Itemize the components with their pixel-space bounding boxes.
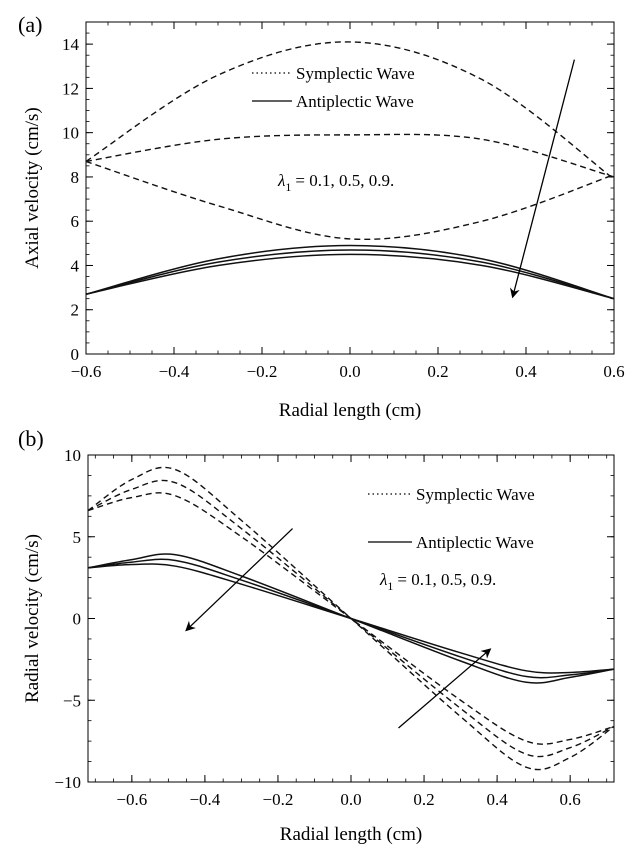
panel-label: (a) [18, 12, 42, 37]
y-tick-label: 14 [62, 35, 80, 54]
lambda-annotation: λ1 = 0.1, 0.5, 0.9. [379, 570, 496, 593]
legend-label-symplectic: Symplectic Wave [416, 485, 535, 504]
lambda-values: = 0.1, 0.5, 0.9. [397, 570, 496, 589]
x-tick-label: −0.2 [263, 790, 294, 809]
legend-label-antiplectic: Antiplectic Wave [296, 92, 414, 111]
x-tick-label: 0.2 [413, 790, 434, 809]
y-axis-title: Axial velocity (cm/s) [22, 107, 43, 268]
trend-arrow [398, 648, 492, 729]
y-tick-label: 5 [73, 528, 82, 547]
lambda-annotation: λ1 = 0.1, 0.5, 0.9. [277, 171, 394, 194]
legend-label-symplectic: Symplectic Wave [296, 64, 415, 83]
y-tick-label: 2 [71, 301, 80, 320]
legend: Symplectic Wave Antiplectic Wave [368, 485, 535, 552]
antiplectic-curve-3 [87, 563, 615, 674]
x-tick-label: 0.2 [427, 362, 448, 381]
symplectic-curve-2 [87, 479, 615, 758]
x-tick-label: 0.0 [340, 790, 361, 809]
x-tick-label: −0.6 [71, 362, 102, 381]
panel-label: (b) [18, 426, 44, 451]
x-tick-label: −0.4 [159, 362, 190, 381]
x-tick-label: 0.4 [486, 790, 508, 809]
x-tick-label: −0.4 [189, 790, 220, 809]
y-tick-label: 6 [71, 212, 80, 231]
legend-label-antiplectic: Antiplectic Wave [416, 533, 534, 552]
lambda-symbol: λ [379, 570, 387, 589]
x-tick-label: −0.6 [116, 790, 147, 809]
lambda-subscript: 1 [387, 579, 393, 593]
y-tick-label: 8 [71, 168, 80, 187]
y-tick-label: 12 [62, 79, 79, 98]
y-tick-label: 0 [73, 610, 82, 629]
x-tick-label: 0.6 [560, 790, 581, 809]
x-tick-label: 0.6 [603, 362, 624, 381]
lambda-symbol: λ [277, 171, 285, 190]
y-axis-title: Radial velocity (cm/s) [22, 534, 43, 703]
antiplectic-curve-3 [85, 253, 615, 300]
x-axis-title: Radial length (cm) [279, 400, 421, 421]
x-tick-label: 0.0 [339, 362, 360, 381]
trend-arrow [185, 528, 294, 632]
legend: Symplectic Wave Antiplectic Wave [252, 64, 415, 111]
symplectic-curve-3 [85, 160, 615, 241]
y-tick-label: 10 [62, 124, 79, 143]
y-tick-label: −5 [63, 691, 81, 710]
lambda-values: = 0.1, 0.5, 0.9. [295, 171, 394, 190]
y-tick-label: −10 [54, 773, 81, 792]
symplectic-curve-1 [85, 41, 615, 180]
y-tick-label: 4 [71, 256, 80, 275]
y-tick-label: 10 [64, 446, 81, 465]
x-axis-title: Radial length (cm) [280, 824, 422, 845]
panel-b: −0.6 −0.4 −0.2 0.0 0.2 0.4 0.6 −10 −5 0 5 10 Symplec… [18, 426, 615, 845]
antiplectic-curve-2 [85, 249, 615, 300]
antiplectic-curve-1 [85, 244, 615, 300]
panel-a: −0.6 −0.4 −0.2 0.0 0.2 0.4 0.6 0 2 4 6 8 10 12 14 Sympl… [18, 12, 625, 421]
x-tick-label: −0.2 [247, 362, 278, 381]
symplectic-curve-2 [85, 133, 615, 178]
lambda-subscript: 1 [285, 180, 291, 194]
y-tick-label: 0 [71, 345, 80, 364]
trend-arrow [509, 59, 576, 299]
x-tick-label: 0.4 [515, 362, 537, 381]
